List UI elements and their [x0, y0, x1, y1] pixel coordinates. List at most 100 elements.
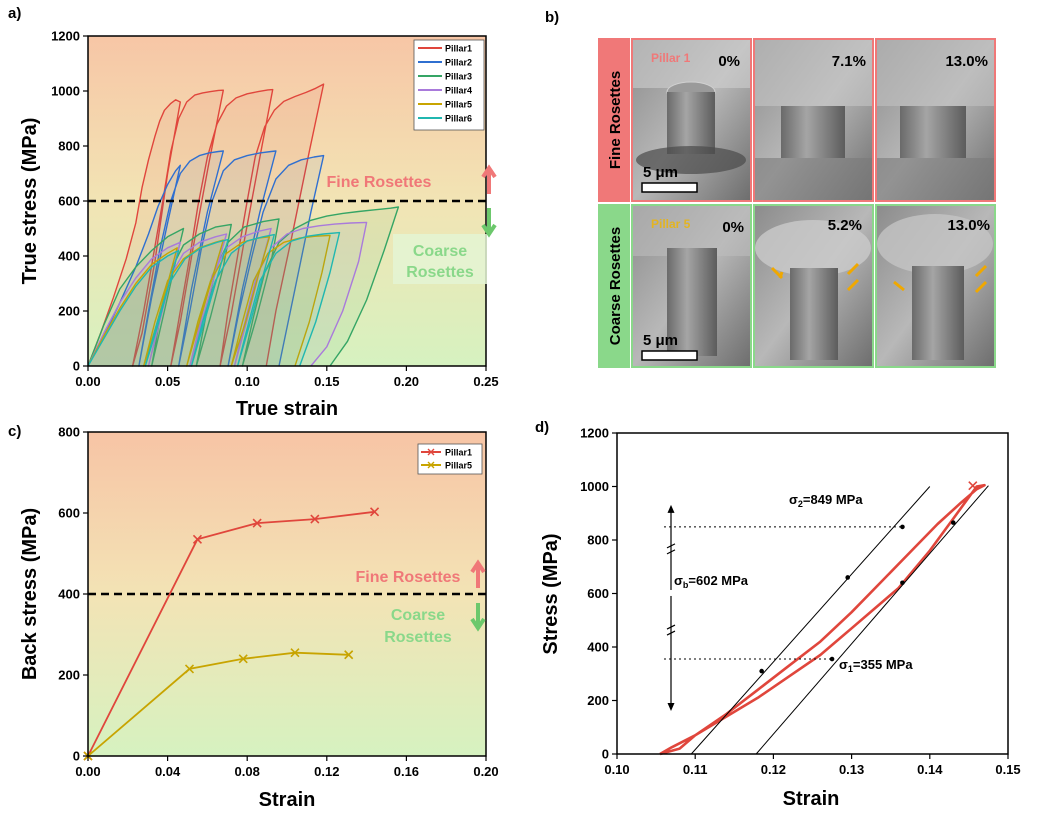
panel-a-coarse-label-2: Rosettes: [406, 264, 474, 281]
panel-a-legend-label-pillar4: Pillar4: [445, 86, 472, 96]
0-xtick-label: 0.10: [235, 374, 260, 389]
panel-c-down-arrow: [470, 603, 486, 632]
panel-a-legend-label-pillar6: Pillar6: [445, 114, 472, 124]
panel-c-legend-marker-pillar5: [427, 461, 435, 469]
1-xtick-label: 0.20: [473, 764, 498, 779]
0-xtick-label: 0.00: [75, 374, 100, 389]
panel-a-series-pillar1: [87, 83, 325, 367]
svg-text:σb=602 MPa: σb=602 MPa: [674, 573, 749, 590]
panel-c-fine-label: Fine Rosettes: [356, 569, 461, 586]
panel-c-legend: Pillar1 Pillar5: [417, 443, 483, 475]
panel-a-series-pillar5: [87, 234, 331, 367]
2-ytick-label: 0: [602, 747, 609, 762]
panel-d-dimension-arrow-top: [667, 504, 675, 513]
panel-d-break-top: [666, 543, 676, 555]
panel-d-fit-marker: [829, 656, 835, 662]
panel-b-fine-rowlabel-bg: [598, 38, 630, 202]
sem-image-fine-0: Pillar 1 0% 5 μm: [631, 38, 752, 202]
panel-c-coarse-label-2: Rosettes: [384, 629, 452, 646]
panel-c-point-pillar5: [184, 664, 195, 674]
sem-fine-strain-2: 13.0%: [945, 53, 988, 70]
panel-a-axes: 0.00 0.05 0.10 0.15 0.20 0.25 0 200 400 600 800 100…: [51, 29, 499, 390]
panel-d-peak-marker: [968, 481, 978, 491]
panel-a-legend-box: [413, 39, 485, 131]
panel-d-fit-marker: [900, 580, 905, 586]
0-xtick-label: 0.15: [314, 374, 339, 389]
panel-b-label: b): [545, 9, 559, 26]
panel-a-series-fill-pillar2: [88, 151, 324, 366]
svg-text:σ1=355 MPa: σ1=355 MPa: [839, 657, 913, 674]
panel-c-point-pillar1: [369, 507, 380, 517]
panel-d-sigma2-annotation: σ2=849 MPa: [789, 492, 863, 509]
panel-c-label: c): [8, 423, 21, 440]
2-ytick-label: 400: [587, 640, 609, 655]
sem-image-fine-1: 7.1%: [753, 38, 874, 202]
panel-d-fit-marker: [900, 524, 905, 530]
1-xtick-label: 0.16: [394, 764, 419, 779]
panel-a-ylabel: True stress (MPa): [19, 118, 41, 285]
1-xtick-label: 0.12: [314, 764, 339, 779]
panel-d-background: [617, 433, 1008, 754]
panel-b-fine-rowlabel: Fine Rosettes: [607, 71, 624, 169]
sem-fine-strain-1: 7.1%: [832, 53, 866, 70]
2-xtick-label: 0.12: [761, 762, 786, 777]
0-ytick-label: 400: [58, 249, 80, 264]
panel-d-fit-marker: [950, 520, 956, 525]
panel-c-legend-label-pillar5: Pillar5: [445, 461, 472, 471]
panel-d-ylabel: Stress (MPa): [540, 533, 562, 654]
0-ytick-label: 1000: [51, 84, 80, 99]
panel-d-loop-curve: [659, 483, 986, 756]
panel-d-sigma1-annotation: σ1=355 MPa: [839, 657, 913, 674]
panel-a-fine-label: Fine Rosettes: [327, 174, 432, 191]
sem-coarse-strain-2: 13.0%: [947, 217, 990, 234]
panel-d-break-bottom: [666, 624, 676, 636]
0-ytick-label: 200: [58, 304, 80, 319]
1-xtick-label: 0.08: [235, 764, 260, 779]
panel-d-fit-marker: [759, 668, 764, 674]
panel-c-plot: [83, 507, 486, 761]
2-xtick-label: 0.15: [995, 762, 1020, 777]
sem-fine-pillar-label: Pillar 1: [651, 51, 691, 65]
sem-image-fine-2: 13.0%: [875, 38, 996, 202]
panel-d-fit-line-2: [755, 485, 989, 755]
0-ytick-label: 1200: [51, 29, 80, 44]
sem-fine-scalebar: [641, 182, 698, 193]
panel-c-point-pillar5: [238, 654, 248, 664]
panel-a-label: a): [8, 5, 21, 22]
panel-c-point-pillar1: [252, 518, 262, 528]
panel-d-plot: [659, 481, 989, 756]
panel-c-point-pillar5: [290, 648, 300, 658]
1-ytick-label: 0: [73, 749, 80, 764]
panel-b-coarse-rowlabel: Coarse Rosettes: [607, 227, 624, 345]
1-ytick-label: 400: [58, 587, 80, 602]
2-ytick-label: 800: [587, 533, 609, 548]
0-ytick-label: 0: [73, 359, 80, 374]
sem-coarse-pillar-label: Pillar 5: [651, 217, 691, 231]
sem-image-coarse-2: 13.0%: [875, 204, 996, 368]
panel-a-plot: [87, 83, 486, 367]
panel-c-coarse-label-1: Coarse: [391, 607, 445, 624]
panel-c-legend-marker-pillar1: [427, 448, 435, 456]
panel-c-point-pillar5: [344, 650, 354, 660]
panel-a-series-fill-pillar6: [88, 232, 340, 366]
2-ytick-label: 600: [587, 586, 609, 601]
panel-a-xlabel: True strain: [236, 398, 338, 420]
2-ytick-label: 1000: [580, 479, 609, 494]
panel-d-xlabel: Strain: [783, 788, 840, 810]
panel-a-coarse-label-1: Coarse: [413, 243, 467, 260]
panel-d-dimension-arrow-bottom: [667, 703, 675, 712]
sem-coarse-strain-0: 0%: [722, 219, 744, 236]
panel-a-series-fill-pillar3: [88, 207, 399, 366]
panel-c-xlabel: Strain: [259, 789, 316, 811]
panel-d-fit-marker: [845, 575, 850, 580]
1-xtick-label: 0.04: [155, 764, 181, 779]
panel-d-label: d): [535, 419, 549, 436]
1-xtick-label: 0.00: [75, 764, 100, 779]
0-ytick-label: 800: [58, 139, 80, 154]
2-ytick-label: 200: [587, 693, 609, 708]
0-xtick-label: 0.05: [155, 374, 180, 389]
sem-fine-strain-0: 0%: [718, 53, 740, 70]
panel-c-up-arrow: [470, 559, 486, 588]
panel-c-axes: 0.00 0.04 0.08 0.12 0.16 0.20 0 200 400 600 800: [58, 425, 498, 780]
